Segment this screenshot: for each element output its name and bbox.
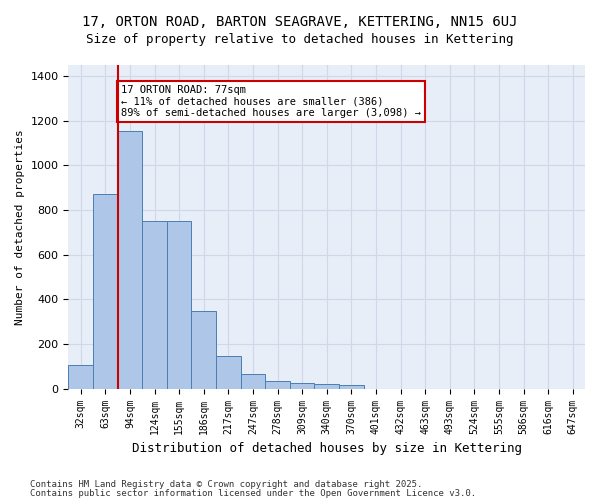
Text: Contains public sector information licensed under the Open Government Licence v3: Contains public sector information licen… (30, 488, 476, 498)
Bar (339, 386, 364, 388)
Y-axis label: Number of detached properties: Number of detached properties (15, 129, 25, 324)
Bar (216, 356, 241, 388)
Bar (290, 383, 314, 388)
Bar (142, 222, 167, 388)
Bar (265, 381, 290, 388)
Bar (68, 366, 93, 388)
Bar (167, 222, 191, 388)
Text: 17 ORTON ROAD: 77sqm
← 11% of detached houses are smaller (386)
89% of semi-deta: 17 ORTON ROAD: 77sqm ← 11% of detached h… (121, 85, 421, 118)
Text: Contains HM Land Registry data © Crown copyright and database right 2025.: Contains HM Land Registry data © Crown c… (30, 480, 422, 489)
Bar (191, 310, 216, 388)
Bar (93, 194, 118, 388)
Text: Size of property relative to detached houses in Kettering: Size of property relative to detached ho… (86, 32, 514, 46)
Bar (118, 131, 142, 388)
Bar (314, 384, 339, 388)
Bar (241, 374, 265, 388)
X-axis label: Distribution of detached houses by size in Kettering: Distribution of detached houses by size … (132, 442, 522, 455)
Text: 17, ORTON ROAD, BARTON SEAGRAVE, KETTERING, NN15 6UJ: 17, ORTON ROAD, BARTON SEAGRAVE, KETTERI… (82, 15, 518, 29)
